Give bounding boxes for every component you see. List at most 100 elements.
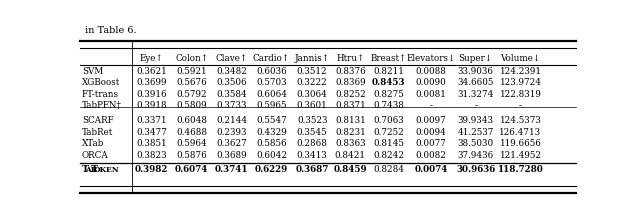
Text: 0.5856: 0.5856 xyxy=(256,139,287,148)
Text: 0.3482: 0.3482 xyxy=(216,67,247,76)
Text: Jannis↑: Jannis↑ xyxy=(294,54,330,63)
Text: 119.6656: 119.6656 xyxy=(499,139,541,148)
Text: FT-trans: FT-trans xyxy=(82,90,119,99)
Text: Eye↑: Eye↑ xyxy=(140,54,164,63)
Text: Colon↑: Colon↑ xyxy=(175,54,208,63)
Text: 0.6048: 0.6048 xyxy=(176,117,207,125)
Text: T: T xyxy=(82,165,89,174)
Text: 121.4952: 121.4952 xyxy=(499,151,541,160)
Text: 0.8376: 0.8376 xyxy=(335,67,365,76)
Text: 39.9343: 39.9343 xyxy=(458,117,494,125)
Text: 0.8211: 0.8211 xyxy=(373,67,404,76)
Text: 0.5921: 0.5921 xyxy=(176,67,207,76)
Text: 0.5547: 0.5547 xyxy=(256,117,287,125)
Text: 0.2393: 0.2393 xyxy=(216,128,247,137)
Text: AB: AB xyxy=(85,166,97,173)
Text: 0.3823: 0.3823 xyxy=(136,151,167,160)
Text: Super↓: Super↓ xyxy=(459,54,493,63)
Text: 0.5965: 0.5965 xyxy=(256,101,287,110)
Text: 0.6042: 0.6042 xyxy=(256,151,287,160)
Text: 118.7280: 118.7280 xyxy=(497,165,543,174)
Text: Clave↑: Clave↑ xyxy=(216,54,248,63)
Text: XGBoost: XGBoost xyxy=(82,78,120,87)
Text: 0.3918: 0.3918 xyxy=(136,101,167,110)
Text: 0.3916: 0.3916 xyxy=(136,90,167,99)
Text: 124.2391: 124.2391 xyxy=(499,67,541,76)
Text: 0.6074: 0.6074 xyxy=(175,165,208,174)
Text: 0.3699: 0.3699 xyxy=(136,78,167,87)
Text: 0.3064: 0.3064 xyxy=(297,90,328,99)
Text: SCARF: SCARF xyxy=(82,117,114,125)
Text: Volume↓: Volume↓ xyxy=(500,54,541,63)
Text: XTab: XTab xyxy=(82,139,104,148)
Text: Htru↑: Htru↑ xyxy=(336,54,365,63)
Text: 0.3506: 0.3506 xyxy=(216,78,247,87)
Text: 0.3689: 0.3689 xyxy=(216,151,247,160)
Text: 126.4713: 126.4713 xyxy=(499,128,541,137)
Text: 0.5964: 0.5964 xyxy=(176,139,207,148)
Text: 0.3851: 0.3851 xyxy=(136,139,167,148)
Text: 0.8275: 0.8275 xyxy=(373,90,404,99)
Text: 0.0077: 0.0077 xyxy=(416,139,447,148)
Text: 0.8284: 0.8284 xyxy=(373,165,404,174)
Text: 0.5876: 0.5876 xyxy=(176,151,207,160)
Text: ORCA: ORCA xyxy=(82,151,109,160)
Text: Cardio↑: Cardio↑ xyxy=(253,54,290,63)
Text: -: - xyxy=(474,101,477,110)
Text: in Table 6.: in Table 6. xyxy=(85,26,136,35)
Text: 0.3371: 0.3371 xyxy=(136,117,167,125)
Text: -: - xyxy=(519,101,522,110)
Text: 0.8421: 0.8421 xyxy=(335,151,366,160)
Text: 0.0097: 0.0097 xyxy=(416,117,447,125)
Text: 0.8369: 0.8369 xyxy=(335,78,365,87)
Text: 33.9036: 33.9036 xyxy=(458,67,494,76)
Text: 0.6064: 0.6064 xyxy=(256,90,287,99)
Text: 0.8371: 0.8371 xyxy=(335,101,365,110)
Text: 0.3584: 0.3584 xyxy=(216,90,247,99)
Text: 0.0082: 0.0082 xyxy=(416,151,447,160)
Text: 0.2144: 0.2144 xyxy=(216,117,247,125)
Text: 0.8252: 0.8252 xyxy=(335,90,365,99)
Text: 123.9724: 123.9724 xyxy=(499,78,541,87)
Text: 0.4688: 0.4688 xyxy=(176,128,207,137)
Text: 0.0088: 0.0088 xyxy=(416,67,447,76)
Text: 122.8319: 122.8319 xyxy=(499,90,541,99)
Text: 0.3601: 0.3601 xyxy=(297,101,328,110)
Text: 0.3222: 0.3222 xyxy=(297,78,328,87)
Text: 0.8242: 0.8242 xyxy=(373,151,404,160)
Text: 30.9636: 30.9636 xyxy=(456,165,495,174)
Text: T: T xyxy=(91,165,98,174)
Text: 0.2868: 0.2868 xyxy=(297,139,328,148)
Text: 0.0074: 0.0074 xyxy=(415,165,448,174)
Text: 0.3621: 0.3621 xyxy=(136,67,167,76)
Text: 34.6605: 34.6605 xyxy=(458,78,494,87)
Text: Elevators↓: Elevators↓ xyxy=(406,54,456,63)
Text: 31.3274: 31.3274 xyxy=(458,90,494,99)
Text: 0.5676: 0.5676 xyxy=(176,78,207,87)
Text: 0.6036: 0.6036 xyxy=(256,67,287,76)
Text: 0.7252: 0.7252 xyxy=(373,128,404,137)
Text: 0.3413: 0.3413 xyxy=(297,151,328,160)
Text: SVM: SVM xyxy=(82,67,103,76)
Text: 0.3982: 0.3982 xyxy=(135,165,168,174)
Text: OKEN: OKEN xyxy=(94,166,120,173)
Text: 0.3512: 0.3512 xyxy=(297,67,328,76)
Text: 124.5373: 124.5373 xyxy=(499,117,541,125)
Text: 0.3741: 0.3741 xyxy=(215,165,248,174)
Text: TabRet: TabRet xyxy=(82,128,113,137)
Text: TabPFN†: TabPFN† xyxy=(82,101,122,110)
Text: 0.8363: 0.8363 xyxy=(335,139,365,148)
Text: 0.7438: 0.7438 xyxy=(373,101,404,110)
Text: 0.8459: 0.8459 xyxy=(333,165,367,174)
Text: 0.8131: 0.8131 xyxy=(335,117,365,125)
Text: 0.7063: 0.7063 xyxy=(373,117,404,125)
Text: 0.8145: 0.8145 xyxy=(373,139,404,148)
Text: 41.2537: 41.2537 xyxy=(458,128,494,137)
Text: Breast↑: Breast↑ xyxy=(371,54,406,63)
Text: 0.5809: 0.5809 xyxy=(176,101,207,110)
Text: 0.3733: 0.3733 xyxy=(216,101,247,110)
Text: 0.3687: 0.3687 xyxy=(296,165,329,174)
Text: 0.3523: 0.3523 xyxy=(297,117,328,125)
Text: 0.4329: 0.4329 xyxy=(256,128,287,137)
Text: 0.3627: 0.3627 xyxy=(216,139,247,148)
